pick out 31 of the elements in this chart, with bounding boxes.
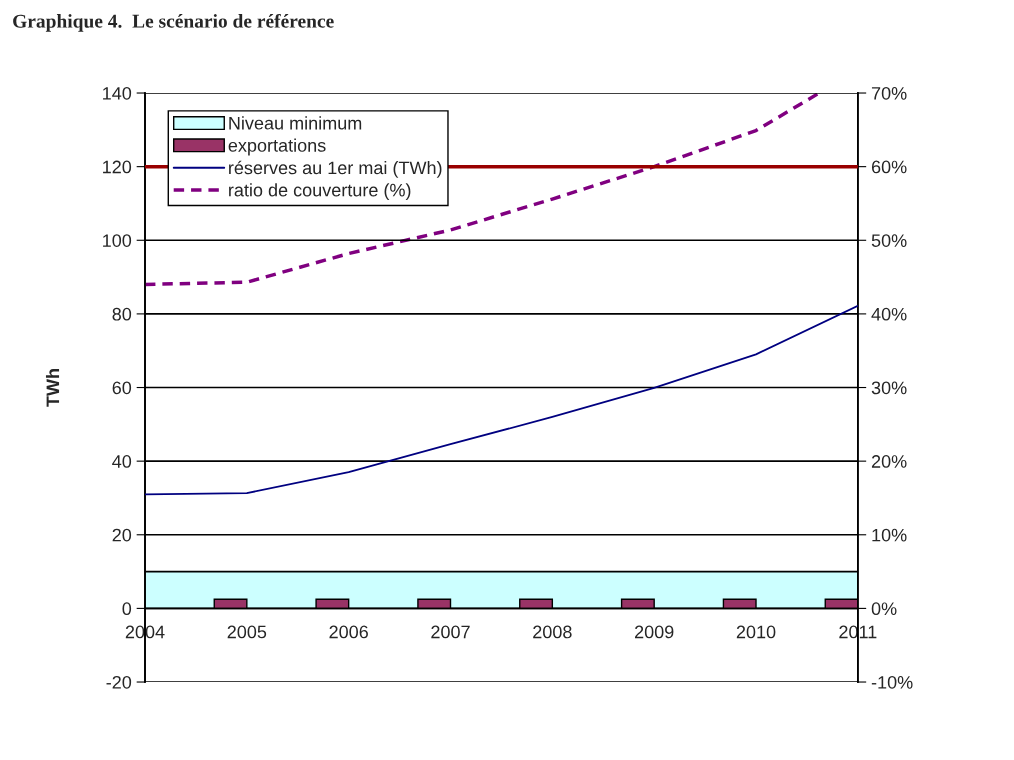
y-tick-label: 40 [112, 455, 132, 468]
y2-tick-label: 50% [871, 234, 907, 247]
y2-tick-label: 70% [871, 86, 907, 100]
x-tick-label: 2005 [227, 625, 267, 639]
x-tick-label: 2010 [736, 625, 776, 639]
legend-label: Niveau minimum [229, 116, 362, 130]
y-tick-label: -20 [106, 675, 132, 689]
y2-tick-label: 40% [871, 307, 907, 321]
x-tick-label: 2008 [533, 625, 572, 639]
y-axis-title: TWh [45, 369, 60, 407]
y2-tick-label: 60% [871, 160, 907, 174]
y-tick-label: 20 [112, 528, 132, 542]
legend-label: réserves au 1er mai (TWh) [229, 160, 442, 178]
y-tick-label: 80 [112, 307, 132, 321]
line-series [145, 93, 821, 287]
legend-label: exportations [228, 138, 326, 156]
chart-title: Graphique 4. Le scénario de référence [13, 13, 334, 32]
y-tick-label: 140 [103, 86, 132, 100]
y-tick-label: 0 [122, 602, 132, 616]
x-tick-label: 2007 [431, 625, 470, 639]
y-tick-label: 120 [103, 160, 132, 174]
x-tick-label: 2009 [635, 625, 674, 639]
y-tick-label: 100 [103, 234, 132, 247]
y2-tick-label: -10% [871, 675, 913, 689]
y2-tick-label: 0% [871, 602, 897, 616]
y-tick-label: 60 [112, 381, 132, 395]
y2-tick-label: 20% [871, 455, 907, 468]
x-tick-label: 2006 [329, 625, 368, 639]
legend-label: ratio de couverture (%) [229, 183, 411, 201]
y2-tick-label: 30% [871, 381, 907, 395]
y2-tick-label: 10% [872, 528, 907, 542]
